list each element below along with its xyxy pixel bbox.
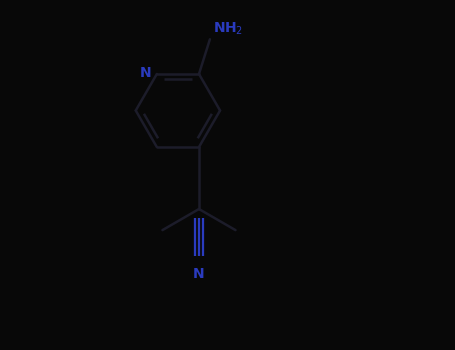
Text: N: N — [193, 267, 205, 281]
Text: N: N — [140, 66, 152, 80]
Text: NH$_2$: NH$_2$ — [213, 20, 243, 37]
